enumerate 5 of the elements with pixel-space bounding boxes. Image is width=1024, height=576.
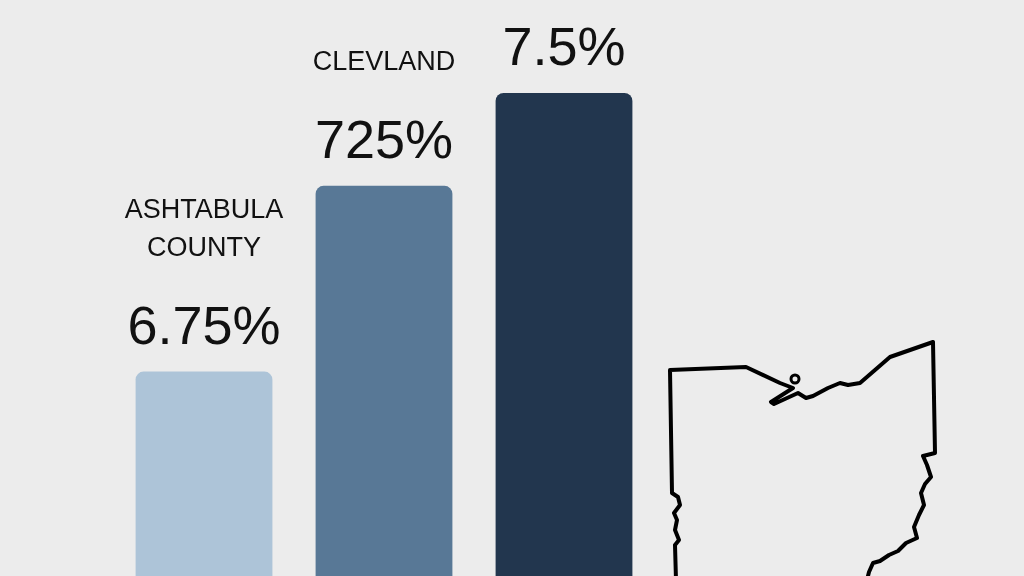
x-tick-label: ASHTABULA COUNTY — [124, 193, 284, 262]
x-tick-label: CLEVLAND — [312, 45, 456, 76]
data-label: 7.5% — [502, 15, 626, 76]
data-label: 6.75% — [127, 294, 281, 355]
data-label: 725% — [314, 108, 454, 169]
